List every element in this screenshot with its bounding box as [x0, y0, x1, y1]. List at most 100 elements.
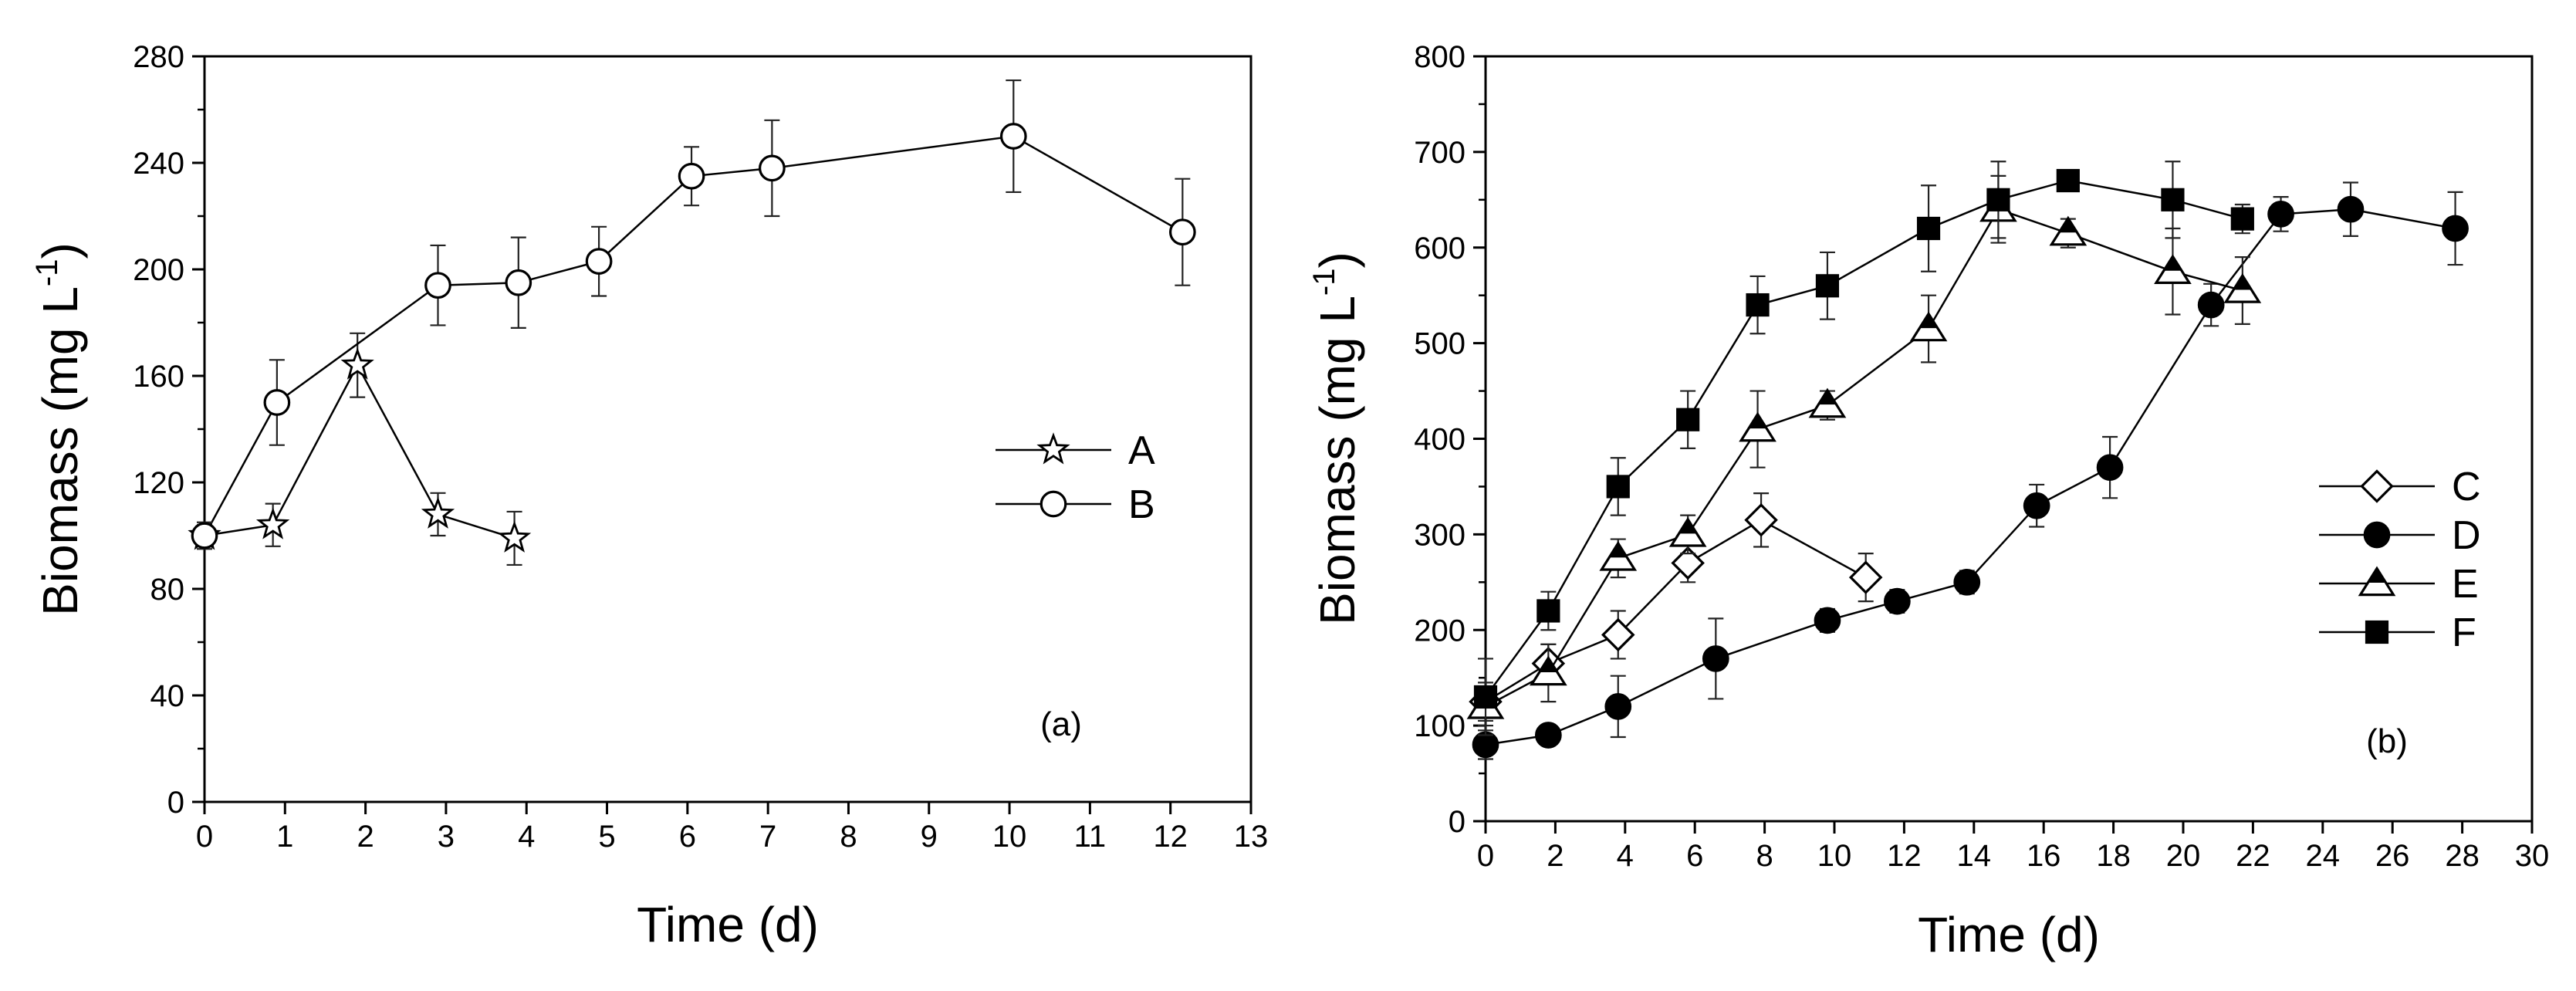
x-tick-label: 4	[518, 820, 535, 854]
data-point-C	[1601, 617, 1635, 652]
y-axis-label-exponent: -1	[1307, 268, 1341, 296]
data-point-F	[1606, 475, 1630, 499]
series-line-E	[1485, 208, 2243, 708]
data-point-B	[424, 272, 451, 299]
chart-panel-b: 0 2 4 6 8 10 12 14 16 18 20 22 24 26 28 300100200300400…	[1307, 40, 2549, 962]
y-tick-label: 160	[133, 360, 184, 394]
panel-label: (b)	[2366, 722, 2408, 760]
x-tick-label: 28	[2445, 839, 2480, 873]
plot-frame	[1484, 55, 2534, 823]
x-tick-label: 0	[196, 820, 213, 854]
x-tick-label: 3	[438, 820, 455, 854]
y-tick-label: 0	[167, 786, 184, 820]
panel-label: (a)	[1040, 705, 1082, 743]
data-point-F	[1986, 188, 2010, 211]
y-axis-label-exponent: -1	[30, 259, 64, 286]
y-axis-label-close: )	[32, 242, 88, 259]
data-point-D	[2337, 195, 2365, 223]
x-tick-label: 16	[2027, 839, 2061, 873]
legend-label-B: B	[1128, 482, 1155, 527]
x-tick-label: 26	[2375, 839, 2410, 873]
x-tick-label: 22	[2236, 839, 2270, 873]
x-tick-label: 4	[1617, 839, 1634, 873]
data-point-E	[1599, 540, 1638, 571]
data-point-E	[1909, 311, 1948, 342]
x-tick-label: 5	[598, 820, 615, 854]
y-tick-label: 800	[1414, 40, 1465, 74]
legend-label-C: C	[2452, 465, 2481, 509]
data-point-F	[1916, 216, 1941, 241]
data-point-B	[999, 123, 1027, 150]
data-point-E	[1739, 411, 1776, 442]
data-point-B	[1168, 218, 1196, 246]
data-point-C	[1671, 546, 1705, 580]
y-axis-label-close: )	[1310, 252, 1365, 268]
series-line-C	[1485, 519, 1867, 703]
x-tick-label: 10	[1817, 839, 1852, 873]
y-tick-label: 120	[133, 466, 184, 500]
y-axis-label-main: Biomass	[32, 413, 88, 616]
data-point-A	[255, 507, 290, 539]
data-point-D	[2096, 454, 2124, 482]
legend-marker-A	[1036, 432, 1070, 465]
data-point-D	[1472, 731, 1499, 759]
x-tick-label: 6	[679, 820, 696, 854]
data-point-B	[263, 389, 291, 416]
y-tick-label: 400	[1414, 423, 1465, 457]
series-line-D	[1485, 208, 2456, 746]
y-tick-label: 240	[133, 147, 184, 181]
legend-label-E: E	[2452, 562, 2479, 607]
data-point-F	[1473, 685, 1498, 709]
y-tick-label: 40	[150, 679, 185, 713]
data-point-E	[1808, 387, 1847, 418]
data-point-D	[2267, 201, 2294, 228]
data-point-E	[1668, 516, 1707, 547]
y-tick-label: 280	[133, 40, 184, 74]
data-point-B	[678, 162, 705, 190]
chart-panel-a: 0 1 2 3 4 5 6 7 8 9 10 11 12 1304080120160200240280Ti…	[30, 40, 1268, 952]
legend-marker-E	[2358, 566, 2396, 597]
x-tick-label: 7	[759, 820, 776, 854]
data-point-E	[2223, 272, 2262, 303]
series-A	[188, 332, 532, 567]
series-C	[1469, 492, 1883, 722]
x-tick-label: 0	[1477, 839, 1494, 873]
y-tick-label: 600	[1414, 232, 1465, 266]
data-point-D	[1884, 587, 1911, 615]
x-tick-label: 8	[840, 820, 857, 854]
data-point-F	[1815, 274, 1840, 298]
x-tick-label: 2	[1547, 839, 1564, 873]
x-tick-label: 6	[1686, 839, 1703, 873]
data-point-E	[2154, 254, 2192, 284]
data-point-F	[1536, 599, 1560, 623]
x-tick-label: 2	[357, 820, 374, 854]
data-point-A	[421, 496, 455, 529]
y-tick-label: 300	[1414, 518, 1465, 552]
y-tick-label: 80	[150, 573, 185, 607]
data-point-F	[1676, 408, 1700, 431]
data-point-F	[1746, 293, 1770, 317]
legend-marker-D	[2363, 521, 2391, 549]
data-point-F	[2161, 188, 2185, 211]
y-axis-label-main: Biomass	[1310, 422, 1365, 625]
legend-marker-C	[2360, 469, 2394, 503]
plot-frame	[203, 55, 1253, 803]
y-tick-label: 100	[1414, 709, 1465, 743]
x-tick-label: 1	[276, 820, 293, 854]
x-tick-label: 11	[1074, 820, 1107, 854]
data-point-E	[2049, 215, 2088, 246]
data-point-B	[759, 154, 786, 182]
x-tick-label: 20	[2166, 839, 2201, 873]
legend-label-D: D	[2452, 513, 2481, 558]
legend-marker-B	[1040, 490, 1067, 518]
y-tick-label: 200	[133, 253, 184, 287]
y-tick-label: 700	[1414, 136, 1465, 170]
data-point-A	[497, 520, 532, 553]
legend: AB	[996, 428, 1155, 527]
series-line-B	[203, 135, 1183, 536]
series-E	[1466, 174, 2262, 727]
series-F	[1473, 161, 2254, 736]
series-B	[191, 79, 1196, 550]
